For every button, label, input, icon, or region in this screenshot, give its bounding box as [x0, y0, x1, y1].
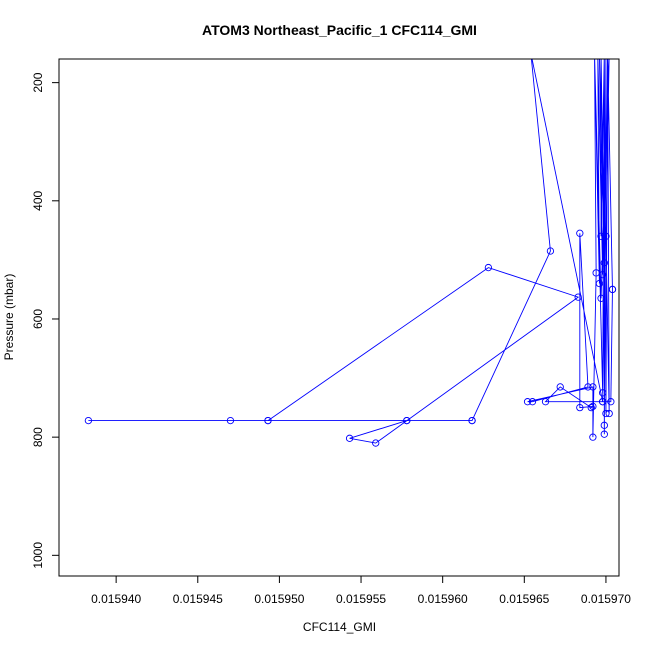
- data-point: [264, 416, 272, 425]
- data-point: [528, 398, 537, 406]
- x-tick-label: 0.015960: [418, 592, 468, 606]
- x-tick-label: 0.015940: [91, 592, 141, 606]
- y-tick-label: 1000: [31, 542, 45, 569]
- plot-frame: [58, 58, 620, 577]
- y-axis-label: Pressure (mbar): [2, 274, 16, 361]
- y-tick-label: 600: [31, 309, 45, 329]
- y-tick-label: 200: [31, 72, 45, 92]
- data-point: [599, 398, 607, 406]
- data-point: [602, 409, 610, 418]
- data-point: [556, 383, 564, 391]
- x-tick-label: 0.015950: [254, 592, 304, 606]
- data-point: [599, 271, 607, 279]
- data-point: [599, 389, 607, 397]
- data-point: [345, 434, 354, 442]
- data-point: [84, 416, 93, 425]
- y-axis: 200 400 600 800 1000: [31, 72, 60, 569]
- data-point: [587, 403, 595, 412]
- data-point: [597, 232, 605, 240]
- data-point: [592, 269, 600, 277]
- data-point: [600, 259, 608, 267]
- data-point: [372, 439, 380, 447]
- data-point: [589, 402, 597, 411]
- data-point: [589, 383, 597, 391]
- data-point: [597, 294, 605, 302]
- data-point: [468, 416, 476, 425]
- x-tick-label: 0.015955: [336, 592, 386, 606]
- x-tick-label: 0.015970: [581, 592, 631, 606]
- data-point: [602, 232, 610, 240]
- data-point: [226, 416, 235, 425]
- series-line: [88, 59, 613, 444]
- x-tick-label: 0.015965: [499, 592, 549, 606]
- plot-area: [84, 59, 617, 447]
- data-point: [595, 279, 604, 288]
- data-point: [576, 229, 584, 237]
- data-point: [541, 398, 550, 406]
- data-point: [605, 409, 613, 418]
- data-point: [608, 285, 617, 294]
- data-point: [607, 398, 615, 406]
- data-point: [403, 416, 411, 425]
- x-axis: 0.015940 0.015945 0.015950 0.015955 0.015960…: [91, 575, 631, 606]
- data-point: [584, 383, 592, 391]
- data-point: [484, 263, 493, 272]
- data-point: [523, 398, 532, 406]
- y-tick-label: 400: [31, 190, 45, 210]
- data-point: [589, 433, 597, 441]
- chart-title: ATOM3 Northeast_Pacific_1 CFC114_GMI: [202, 22, 477, 38]
- data-point: [574, 293, 582, 301]
- data-point: [600, 430, 608, 438]
- y-tick-label: 800: [31, 427, 45, 447]
- data-point: [600, 421, 608, 429]
- data-point: [546, 247, 555, 255]
- x-axis-label: CFC114_GMI: [303, 620, 376, 634]
- x-tick-label: 0.015945: [173, 592, 223, 606]
- data-point: [576, 403, 584, 412]
